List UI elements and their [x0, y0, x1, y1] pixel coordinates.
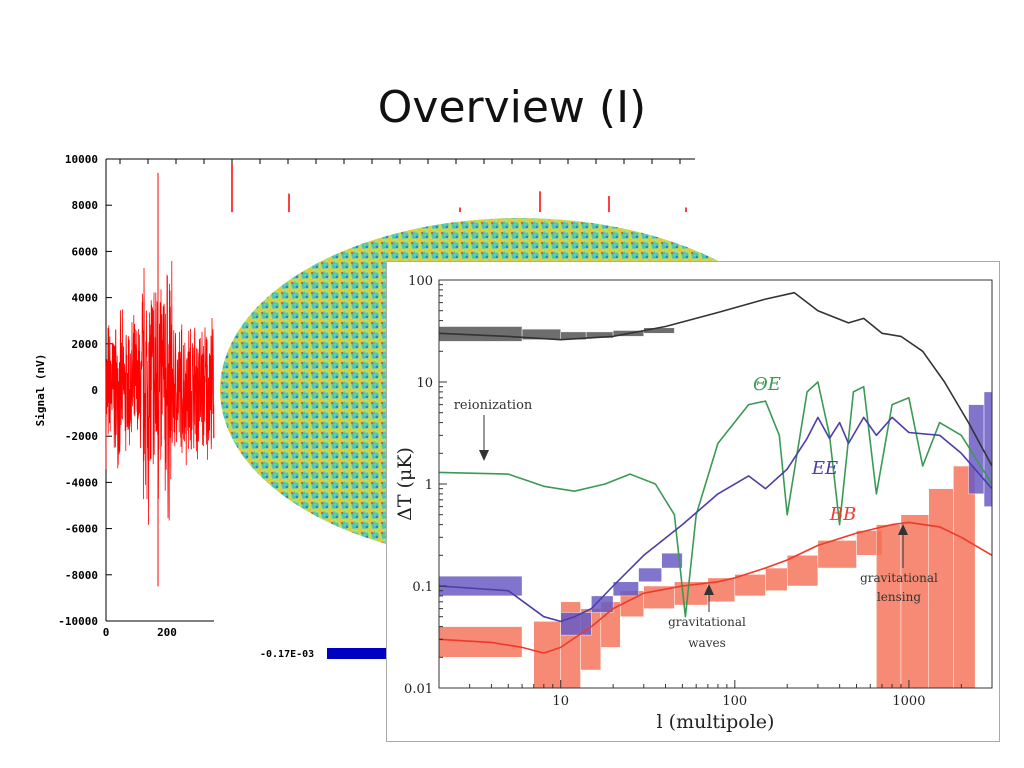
series-te-line — [438, 381, 993, 618]
x-tick-label: 1000 — [892, 694, 925, 709]
error-boxes — [438, 326, 993, 689]
ee-error-box — [438, 575, 523, 597]
y-axis-label: Signal (nV) — [34, 354, 47, 427]
y-tick-label: 1 — [425, 478, 433, 493]
y-tick-label: -10000 — [58, 615, 98, 628]
y-tick-label: 0 — [91, 384, 98, 397]
power-spectrum-panel: 100 10 1 0.1 0.01 10 100 1000 l (multipole) ΔT (μ… — [386, 261, 1000, 742]
bb-error-box — [734, 574, 766, 597]
grav-waves-arrowhead — [704, 584, 714, 595]
grav-lensing-arrowhead — [898, 524, 908, 535]
ee-error-box — [591, 595, 614, 613]
ee-curve-label: EE — [811, 458, 838, 479]
y-tick-label: 8000 — [72, 199, 99, 212]
grav-lensing-label: lensing — [877, 590, 921, 604]
x-axis-label: l (multipole) — [657, 711, 775, 733]
signal-trace — [105, 260, 215, 525]
tt-error-box — [643, 327, 675, 334]
y-tick-label: -6000 — [65, 523, 98, 536]
bb-error-box — [953, 465, 976, 689]
y-tick-label: 0.1 — [412, 580, 433, 595]
grav-waves-label: gravitational — [668, 615, 746, 629]
y-axis-label: ΔT (μK) — [394, 447, 416, 521]
series-tt-line — [438, 291, 993, 467]
y-tick-label: 10000 — [65, 153, 98, 166]
x-tick-label: 0 — [103, 626, 110, 639]
x-tick-label: 200 — [157, 626, 177, 639]
colorbar-swatch — [327, 648, 389, 659]
te-curve-label: ΘE — [753, 374, 781, 395]
bb-error-box — [928, 488, 954, 689]
y-tick-label: 100 — [408, 274, 433, 289]
y-tick-label: 2000 — [72, 338, 99, 351]
y-tick-label: 6000 — [72, 245, 99, 258]
reionization-label: reionization — [454, 398, 533, 413]
bb-error-box — [876, 524, 902, 689]
ee-error-box — [661, 552, 683, 569]
y-tick-label: -4000 — [65, 476, 98, 489]
y-tick-label: -8000 — [65, 569, 98, 582]
bb-error-box — [900, 514, 930, 689]
bb-error-box — [533, 621, 561, 689]
grav-lensing-label: gravitational — [860, 571, 938, 585]
reionization-arrowhead — [479, 450, 489, 461]
grav-waves-label: waves — [688, 636, 725, 650]
x-tick-label: 10 — [552, 694, 569, 709]
colorbar-label: -0.17E-03 — [260, 649, 314, 660]
power-spectrum-chart: 100 10 1 0.1 0.01 10 100 1000 l (multipole) ΔT (μ… — [394, 274, 993, 733]
slide-title: Overview (I) — [377, 82, 647, 133]
ee-error-box — [983, 391, 993, 507]
series-ee-line — [438, 416, 993, 623]
bb-error-box — [786, 555, 819, 587]
y-tick-label: -2000 — [65, 430, 98, 443]
series-bb-line — [438, 521, 993, 654]
x-tick-label: 100 — [722, 694, 747, 709]
ee-error-box — [638, 567, 662, 583]
ee-error-box — [612, 581, 639, 597]
bb-error-box — [765, 567, 788, 591]
y-tick-label: 4000 — [72, 292, 99, 305]
bb-curve-label: BB — [829, 504, 856, 525]
bb-error-box — [438, 626, 523, 658]
y-tick-label: 0.01 — [404, 682, 433, 697]
y-tick-label: 10 — [416, 376, 433, 391]
bb-error-box — [817, 540, 857, 569]
bb-error-box — [643, 585, 675, 609]
